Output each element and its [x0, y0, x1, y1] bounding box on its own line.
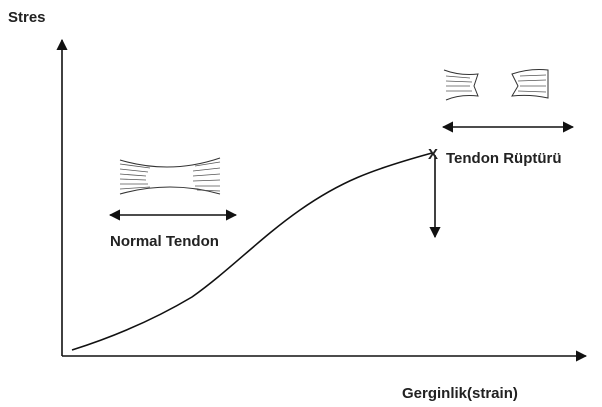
- rupture-label: Tendon Rüptürü: [446, 150, 562, 167]
- normal-tendon-sketch: [120, 158, 220, 194]
- stress-strain-curve: [72, 153, 432, 350]
- diagram: Stres Gerginlik(strain) X Tendon Rüptürü…: [0, 0, 602, 407]
- rupture-marker: X: [428, 146, 438, 163]
- normal-label: Normal Tendon: [110, 233, 219, 250]
- ruptured-tendon-sketch: [444, 70, 548, 101]
- x-axis-label: Gerginlik(strain): [402, 385, 518, 402]
- y-axis-label: Stres: [8, 9, 46, 26]
